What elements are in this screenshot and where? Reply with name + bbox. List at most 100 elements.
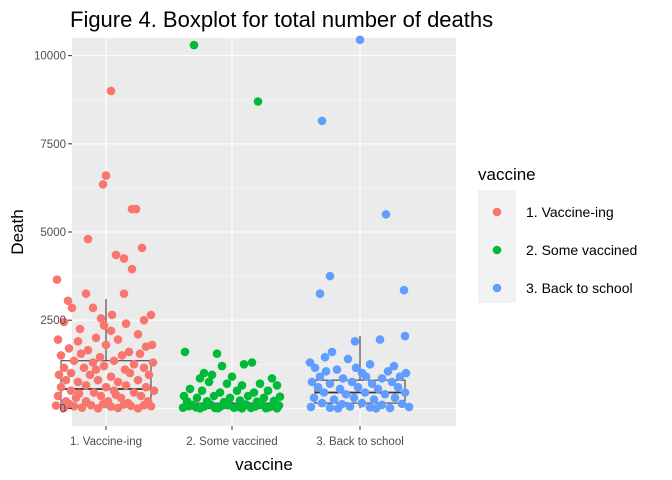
- point-1: [51, 401, 61, 410]
- point-1: [64, 344, 74, 353]
- point-3: [325, 403, 335, 412]
- point-3: [315, 289, 325, 299]
- legend-key-2: [492, 245, 502, 255]
- legend-key-1: [492, 207, 502, 217]
- point-1: [85, 370, 95, 380]
- point-2: [232, 386, 242, 396]
- point-2: [195, 374, 205, 383]
- point-1: [83, 345, 93, 355]
- y-tick-label: 7500: [40, 139, 66, 151]
- point-1: [75, 324, 85, 334]
- point-3: [335, 384, 345, 394]
- point-1: [98, 399, 108, 409]
- legend-label-3: 3. Back to school: [526, 280, 633, 296]
- x-tick-label: 3. Back to school: [316, 436, 404, 448]
- point-1: [119, 254, 129, 263]
- point-3: [307, 377, 317, 387]
- point-3: [333, 404, 343, 413]
- point-3: [377, 374, 387, 383]
- point-1: [127, 264, 137, 274]
- point-2: [237, 404, 247, 413]
- point-1: [59, 317, 69, 327]
- point-2: [247, 358, 257, 367]
- point-2: [275, 392, 285, 402]
- point-3: [397, 399, 407, 409]
- point-1: [106, 326, 116, 336]
- x-axis-title: vaccine: [235, 455, 293, 474]
- point-3: [400, 331, 410, 341]
- point-1: [99, 321, 109, 330]
- point-2: [195, 404, 205, 413]
- point-3: [361, 372, 371, 381]
- point-1: [95, 352, 105, 362]
- point-3: [395, 372, 405, 381]
- point-2: [192, 393, 202, 403]
- y-tick-label: 10000: [34, 51, 66, 63]
- point-1: [146, 310, 156, 320]
- point-1: [56, 382, 66, 392]
- point-1: [88, 303, 98, 313]
- point-1: [73, 337, 83, 346]
- point-1: [79, 363, 89, 373]
- point-2: [180, 347, 190, 357]
- point-3: [355, 35, 365, 45]
- point-3: [381, 210, 391, 219]
- point-1: [77, 403, 87, 412]
- point-1: [135, 349, 145, 358]
- point-3: [317, 116, 327, 126]
- point-1: [76, 349, 86, 358]
- point-2: [209, 391, 219, 401]
- point-2: [204, 377, 214, 387]
- point-1: [126, 401, 136, 411]
- point-2: [222, 379, 232, 388]
- point-1: [147, 340, 157, 350]
- point-1: [54, 370, 64, 380]
- point-1: [81, 381, 91, 390]
- point-1: [117, 351, 127, 360]
- point-3: [369, 395, 379, 404]
- point-1: [119, 289, 129, 299]
- y-tick-label: 5000: [40, 227, 66, 239]
- point-3: [315, 372, 325, 381]
- point-1: [73, 377, 83, 387]
- point-2: [221, 398, 231, 408]
- point-1: [59, 363, 69, 373]
- x-tick-label: 2. Some vaccined: [186, 436, 277, 448]
- point-1: [99, 361, 109, 371]
- point-1: [53, 391, 63, 401]
- point-2: [263, 386, 273, 396]
- point-3: [338, 374, 348, 383]
- legend: vaccine 1. Vaccine-ing 2. Some vaccined 3.…: [478, 165, 637, 303]
- point-2: [227, 372, 237, 381]
- point-2: [213, 403, 223, 413]
- point-3: [393, 382, 403, 392]
- point-3: [345, 402, 355, 411]
- point-1: [101, 340, 111, 350]
- legend-title: vaccine: [478, 165, 536, 184]
- point-3: [350, 337, 360, 346]
- point-2: [243, 391, 253, 401]
- point-3: [365, 359, 375, 369]
- point-1: [53, 335, 63, 344]
- point-3: [310, 363, 320, 373]
- y-tick-label: 2500: [40, 315, 66, 327]
- point-1: [129, 388, 139, 397]
- point-1: [111, 390, 121, 400]
- point-1: [106, 372, 116, 381]
- point-3: [357, 398, 367, 408]
- point-3: [349, 393, 359, 403]
- point-3: [306, 402, 316, 412]
- point-2: [185, 384, 195, 394]
- point-1: [106, 86, 116, 96]
- point-1: [144, 370, 154, 380]
- point-3: [317, 398, 327, 408]
- point-1: [146, 401, 156, 411]
- point-1: [124, 347, 134, 357]
- point-3: [385, 403, 395, 413]
- point-3: [404, 402, 414, 412]
- point-2: [253, 97, 263, 106]
- point-3: [360, 388, 370, 397]
- point-1: [109, 356, 119, 366]
- point-3: [353, 382, 363, 392]
